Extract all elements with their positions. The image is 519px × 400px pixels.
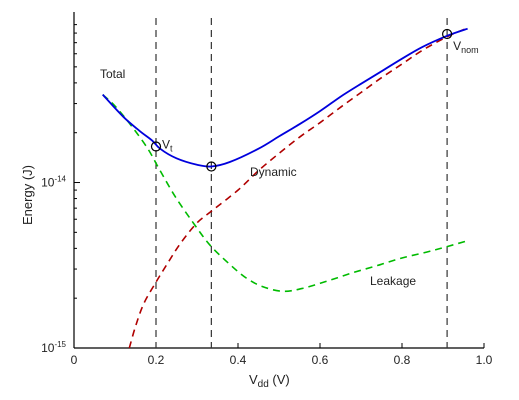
series-dynamic-line <box>128 27 468 349</box>
marker-circle <box>442 28 453 40</box>
y-tick-label: 10-15 <box>41 340 66 355</box>
annotation-leakage: Leakage <box>370 274 416 288</box>
y-tick-label: 10-14 <box>41 175 66 190</box>
marker-circle <box>206 161 217 172</box>
x-tick-label: 0.8 <box>394 353 411 367</box>
x-tick-label: 1.0 <box>476 353 493 367</box>
x-tick-label: 0.2 <box>148 353 165 367</box>
marker-label: Vnom <box>453 39 479 55</box>
markers: Vt Vnom <box>150 28 479 172</box>
marker-label: Vt <box>162 138 173 154</box>
x-tick-label: 0.4 <box>230 353 247 367</box>
series-leakage-line <box>102 94 468 293</box>
marker-circle <box>150 141 162 152</box>
x-axis-label: Vdd (V) <box>249 372 290 390</box>
annotation-dynamic: Dynamic <box>250 165 297 179</box>
x-tick-label: 0 <box>71 353 78 367</box>
annotation-total: Total <box>100 67 125 81</box>
axes: 0 0.2 0.4 0.6 0.8 1.0 10-15 10-14 Vdd (V) Energy … <box>20 12 493 390</box>
series-total-line <box>102 27 468 168</box>
y-axis-label: Energy (J) <box>20 165 35 225</box>
x-tick-label: 0.6 <box>312 353 329 367</box>
vertical-guide-lines <box>155 18 448 348</box>
curves <box>102 27 468 349</box>
labels: Total Dynamic Leakage <box>100 67 416 288</box>
